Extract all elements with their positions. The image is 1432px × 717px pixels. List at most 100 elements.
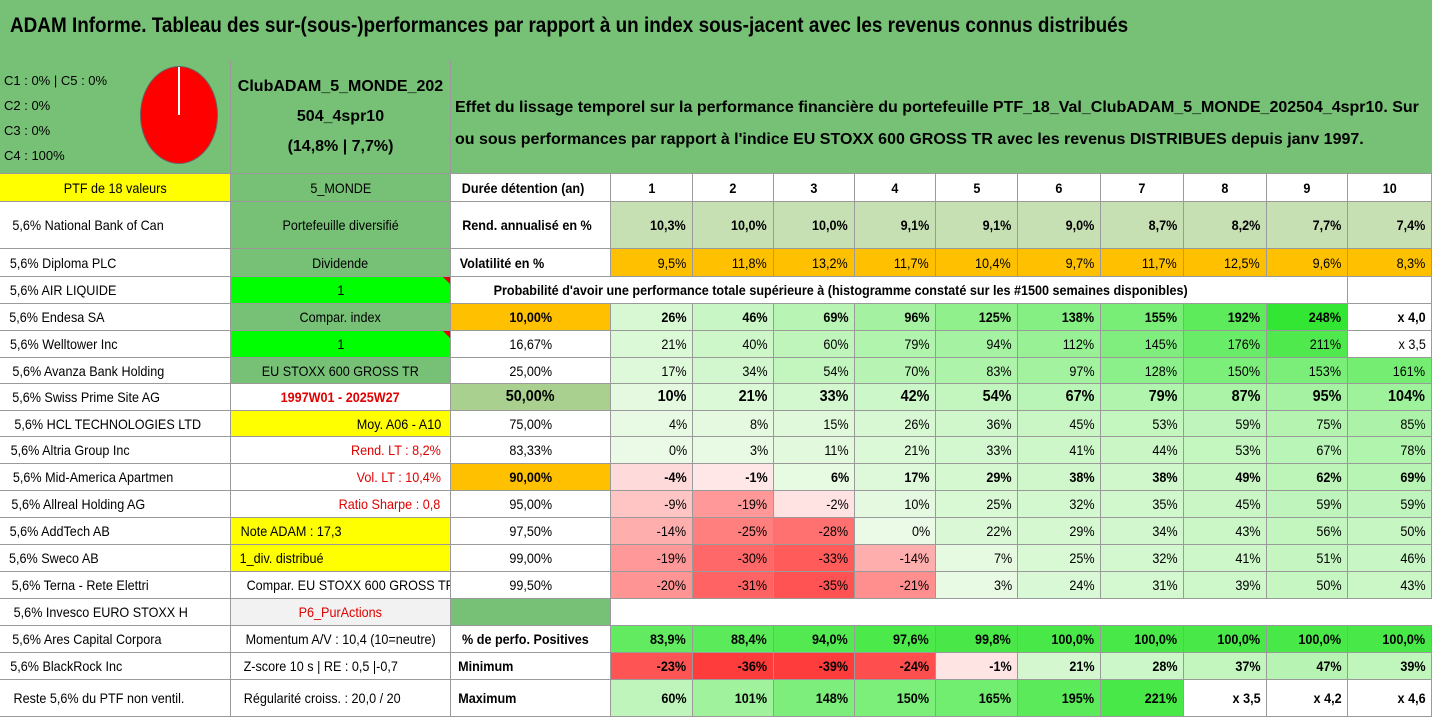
minimum-value: -39% <box>774 653 855 680</box>
probability-value: 24% <box>1018 572 1101 599</box>
holding-name: 5,6% Altria Group Inc <box>0 437 231 464</box>
comment-marker-icon <box>443 331 450 338</box>
probability-value-text: 78% <box>1400 442 1426 458</box>
probability-value: 17% <box>611 358 693 384</box>
vol-value-text: 10,4% <box>975 254 1012 271</box>
probability-value: 38% <box>1101 464 1184 491</box>
probability-value-text: 248% <box>1308 309 1342 325</box>
probability-value: -21% <box>855 572 936 599</box>
holding-name: 5,6% Sweco AB <box>0 545 231 572</box>
probability-value: -2% <box>774 491 855 518</box>
probability-value: 79% <box>1101 384 1184 411</box>
empty-cell <box>1348 277 1432 304</box>
probability-value-text: x 4,0 <box>1397 309 1426 325</box>
positive-value-text: 100,0% <box>1381 631 1425 647</box>
probability-value-text: 59% <box>1235 415 1261 432</box>
maximum-value: 101% <box>693 680 774 717</box>
probability-value-text: 6% <box>830 469 849 485</box>
param-cell-text: 1 <box>336 282 345 298</box>
probability-value: 59% <box>1348 491 1432 518</box>
minimum-value-text: -36% <box>737 658 768 674</box>
minimum-value: 47% <box>1267 653 1348 680</box>
probability-value: 51% <box>1267 545 1348 572</box>
probability-value: 33% <box>774 384 855 411</box>
positive-value-text: 94,0% <box>812 631 849 647</box>
vol-label-text: Volatilité en % <box>459 254 545 271</box>
rend-value-text: 9,1% <box>900 217 930 233</box>
holding-name-text: 5,6% Diploma PLC <box>9 254 117 271</box>
param-cell-text: Z-score 10 s | RE : 0,5 |-0,7 <box>243 658 398 674</box>
table-row: 5,6% Diploma PLC Dividende Volatilité en %… <box>0 249 1432 277</box>
probability-value-text: 67% <box>1065 388 1095 405</box>
rend-value: 9,1% <box>855 202 936 249</box>
probability-value: 45% <box>1018 411 1101 437</box>
positive-label: % de perfo. Positives <box>451 626 611 653</box>
probability-value-text: 7% <box>993 550 1012 566</box>
probability-threshold: 99,00% <box>451 545 611 572</box>
probability-value-text: 145% <box>1144 336 1178 352</box>
param-cell: Dividende <box>231 249 451 277</box>
probability-value-text: 33% <box>819 388 849 405</box>
probability-value-text: 95% <box>1312 388 1342 405</box>
probability-value: -4% <box>611 464 693 491</box>
probability-value: 67% <box>1018 384 1101 411</box>
table-row: 5,6% BlackRock Inc Z-score 10 s | RE : 0,… <box>0 653 1432 680</box>
vol-value: 9,7% <box>1018 249 1101 277</box>
year-header: 4 <box>855 174 936 202</box>
year-header-text: 7 <box>1138 179 1146 196</box>
probability-value-text: -1% <box>745 469 768 485</box>
holding-name-text: 5,6% Invesco EURO STOXX H <box>13 604 188 620</box>
param-cell-text: 1 <box>336 336 345 352</box>
year-header-text: 6 <box>1055 179 1063 196</box>
param-cell: Vol. LT : 10,4% <box>231 464 451 491</box>
minimum-label-text: Minimum <box>458 658 514 674</box>
table-row: 5,6% Ares Capital Corpora Momentum A/V : … <box>0 626 1432 653</box>
param-cell: Rend. LT : 8,2% <box>231 437 451 464</box>
probability-value-text: 128% <box>1144 362 1178 379</box>
probability-value: 70% <box>855 358 936 384</box>
table-row: 5,6% Terna - Rete Elettri Compar. EU STOX… <box>0 572 1432 599</box>
maximum-value: 148% <box>774 680 855 717</box>
param-cell: 1997W01 - 2025W27 <box>231 384 451 411</box>
probability-value: 97% <box>1018 358 1101 384</box>
probability-value: 43% <box>1348 572 1432 599</box>
probability-value: -31% <box>693 572 774 599</box>
config-stats: (14,8% | 7,7%) <box>287 138 394 155</box>
probability-threshold-text: 25,00% <box>509 362 552 379</box>
probability-value-text: 11% <box>824 442 849 458</box>
minimum-value-text: -24% <box>899 658 930 674</box>
probability-threshold-text: 16,67% <box>509 336 552 352</box>
year-header-text: 1 <box>647 179 656 196</box>
positive-value: 100,0% <box>1267 626 1348 653</box>
table-row: 5,6% Avanza Bank Holding EU STOXX 600 GRO… <box>0 358 1432 384</box>
probability-threshold: 10,00% <box>451 304 611 331</box>
vol-value: 8,3% <box>1348 249 1432 277</box>
probability-value: -35% <box>774 572 855 599</box>
probability-value-text: 150% <box>1227 362 1261 379</box>
table-row: 5,6% AddTech AB Note ADAM : 17,3 97,50% -14… <box>0 518 1432 545</box>
probability-value: 53% <box>1184 437 1267 464</box>
holding-name: 5,6% Swiss Prime Site AG <box>0 384 231 411</box>
minimum-value: -24% <box>855 653 936 680</box>
holding-name-text: 5,6% Welltower Inc <box>9 336 118 352</box>
probability-value-text: -14% <box>899 550 930 566</box>
probability-value-text: 4% <box>668 415 687 432</box>
probability-value: 112% <box>1018 331 1101 358</box>
param-cell-text: Compar. EU STOXX 600 GROSS TR <box>246 577 451 593</box>
probability-value-text: 138% <box>1061 309 1095 325</box>
probability-value: 211% <box>1267 331 1348 358</box>
probability-value-text: 43% <box>1400 577 1426 593</box>
probability-value-text: 112% <box>1062 336 1095 352</box>
maximum-value-text: 60% <box>661 690 687 706</box>
probability-value-text: 40% <box>742 336 768 352</box>
minimum-value-text: -23% <box>656 658 687 674</box>
probability-value-text: 43% <box>1235 523 1261 539</box>
probability-value: 62% <box>1267 464 1348 491</box>
rend-value-text: 7,7% <box>1312 217 1342 233</box>
probability-value: 145% <box>1101 331 1184 358</box>
spacer-cell <box>451 599 611 626</box>
positive-value-text: 100,0% <box>1050 631 1094 647</box>
probability-value: 95% <box>1267 384 1348 411</box>
probability-value: 29% <box>936 464 1018 491</box>
probability-value: x 3,5 <box>1348 331 1432 358</box>
